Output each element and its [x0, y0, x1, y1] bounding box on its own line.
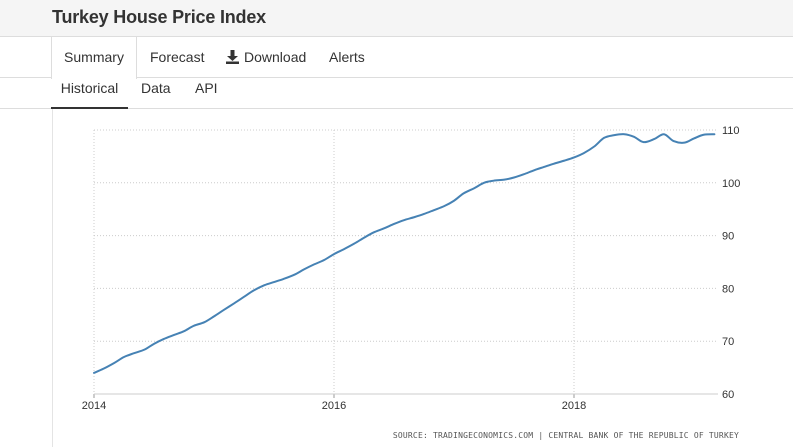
y-tick-label: 60: [722, 389, 734, 401]
tab-forecast-label: Forecast: [150, 49, 205, 65]
x-tick-label: 2016: [322, 400, 346, 412]
y-tick-label: 90: [722, 231, 734, 243]
download-icon: [226, 50, 239, 64]
y-tick-label: 100: [722, 178, 740, 190]
y-tick-label: 110: [722, 125, 740, 137]
y-tick-label: 80: [722, 283, 734, 295]
subtab-api-label: API: [195, 80, 218, 96]
chart-source: SOURCE: TRADINGECONOMICS.COM | CENTRAL B…: [393, 431, 739, 440]
subtab-data-label: Data: [141, 80, 171, 96]
chart-area: 60 70 80 90 100 110 2014 2016 2018 SOURCE: TRADI…: [52, 109, 793, 447]
line-chart: 60 70 80 90 100 110 2014 2016 2018 SOURCE: TRADI…: [82, 125, 741, 440]
title-bar: Turkey House Price Index: [0, 0, 793, 37]
x-tick-label: 2014: [82, 400, 106, 412]
main-tabs: Summary Forecast Download Alerts: [0, 37, 793, 79]
tab-summary-label: Summary: [64, 49, 124, 65]
subtab-historical-label: Historical: [60, 80, 119, 96]
series-line: [93, 133, 716, 374]
page-title: Turkey House Price Index: [52, 7, 266, 27]
tab-download[interactable]: Download: [226, 37, 306, 78]
tab-forecast[interactable]: Forecast: [150, 37, 204, 78]
tab-download-label: Download: [244, 49, 307, 65]
y-tick-label: 70: [722, 336, 734, 348]
subtab-historical[interactable]: Historical: [51, 78, 128, 109]
x-tick-label: 2018: [562, 400, 586, 412]
tab-summary[interactable]: Summary: [51, 37, 137, 79]
tab-alerts-label: Alerts: [329, 49, 365, 65]
sub-tabs: Historical Data API: [0, 78, 793, 109]
subtab-data[interactable]: Data: [141, 78, 171, 109]
subtab-api[interactable]: API: [195, 78, 218, 109]
tab-alerts[interactable]: Alerts: [329, 37, 365, 78]
